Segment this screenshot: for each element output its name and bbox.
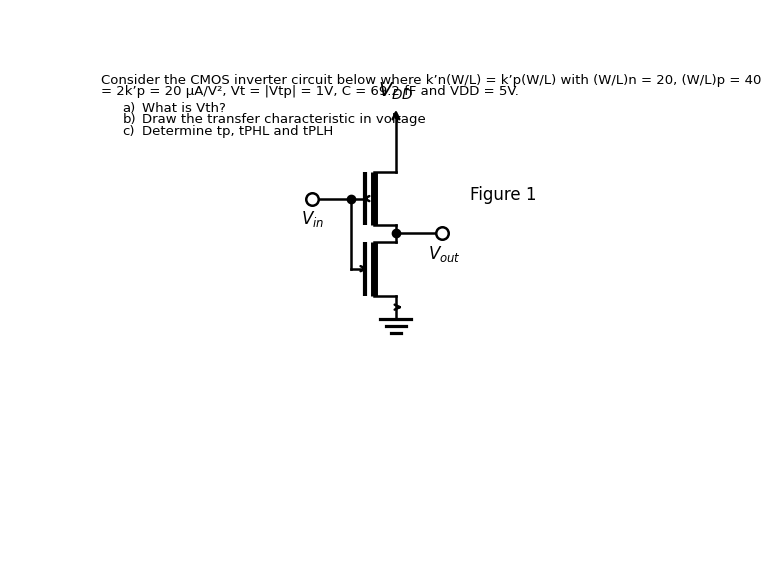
Text: $V_{DD}$: $V_{DD}$ (378, 81, 414, 102)
Text: Figure 1: Figure 1 (469, 186, 536, 204)
Text: a): a) (123, 102, 136, 114)
Text: = 2k’p = 20 μA/V², Vt = |Vtp| = 1V, C = 69.2 fF and VDD = 5V.: = 2k’p = 20 μA/V², Vt = |Vtp| = 1V, C = … (101, 85, 520, 98)
Text: Draw the transfer characteristic in voltage: Draw the transfer characteristic in volt… (142, 113, 425, 126)
Text: $V_{in}$: $V_{in}$ (301, 209, 324, 230)
Text: Consider the CMOS inverter circuit below where k’n(W/L) = k’p(W/L) with (W/L)n =: Consider the CMOS inverter circuit below… (101, 74, 762, 87)
Text: b): b) (123, 113, 136, 126)
Text: c): c) (123, 125, 135, 138)
Text: $V_{out}$: $V_{out}$ (427, 244, 460, 264)
Text: Determine tp, tPHL and tPLH: Determine tp, tPHL and tPLH (142, 125, 333, 138)
Text: What is Vth?: What is Vth? (142, 102, 226, 114)
